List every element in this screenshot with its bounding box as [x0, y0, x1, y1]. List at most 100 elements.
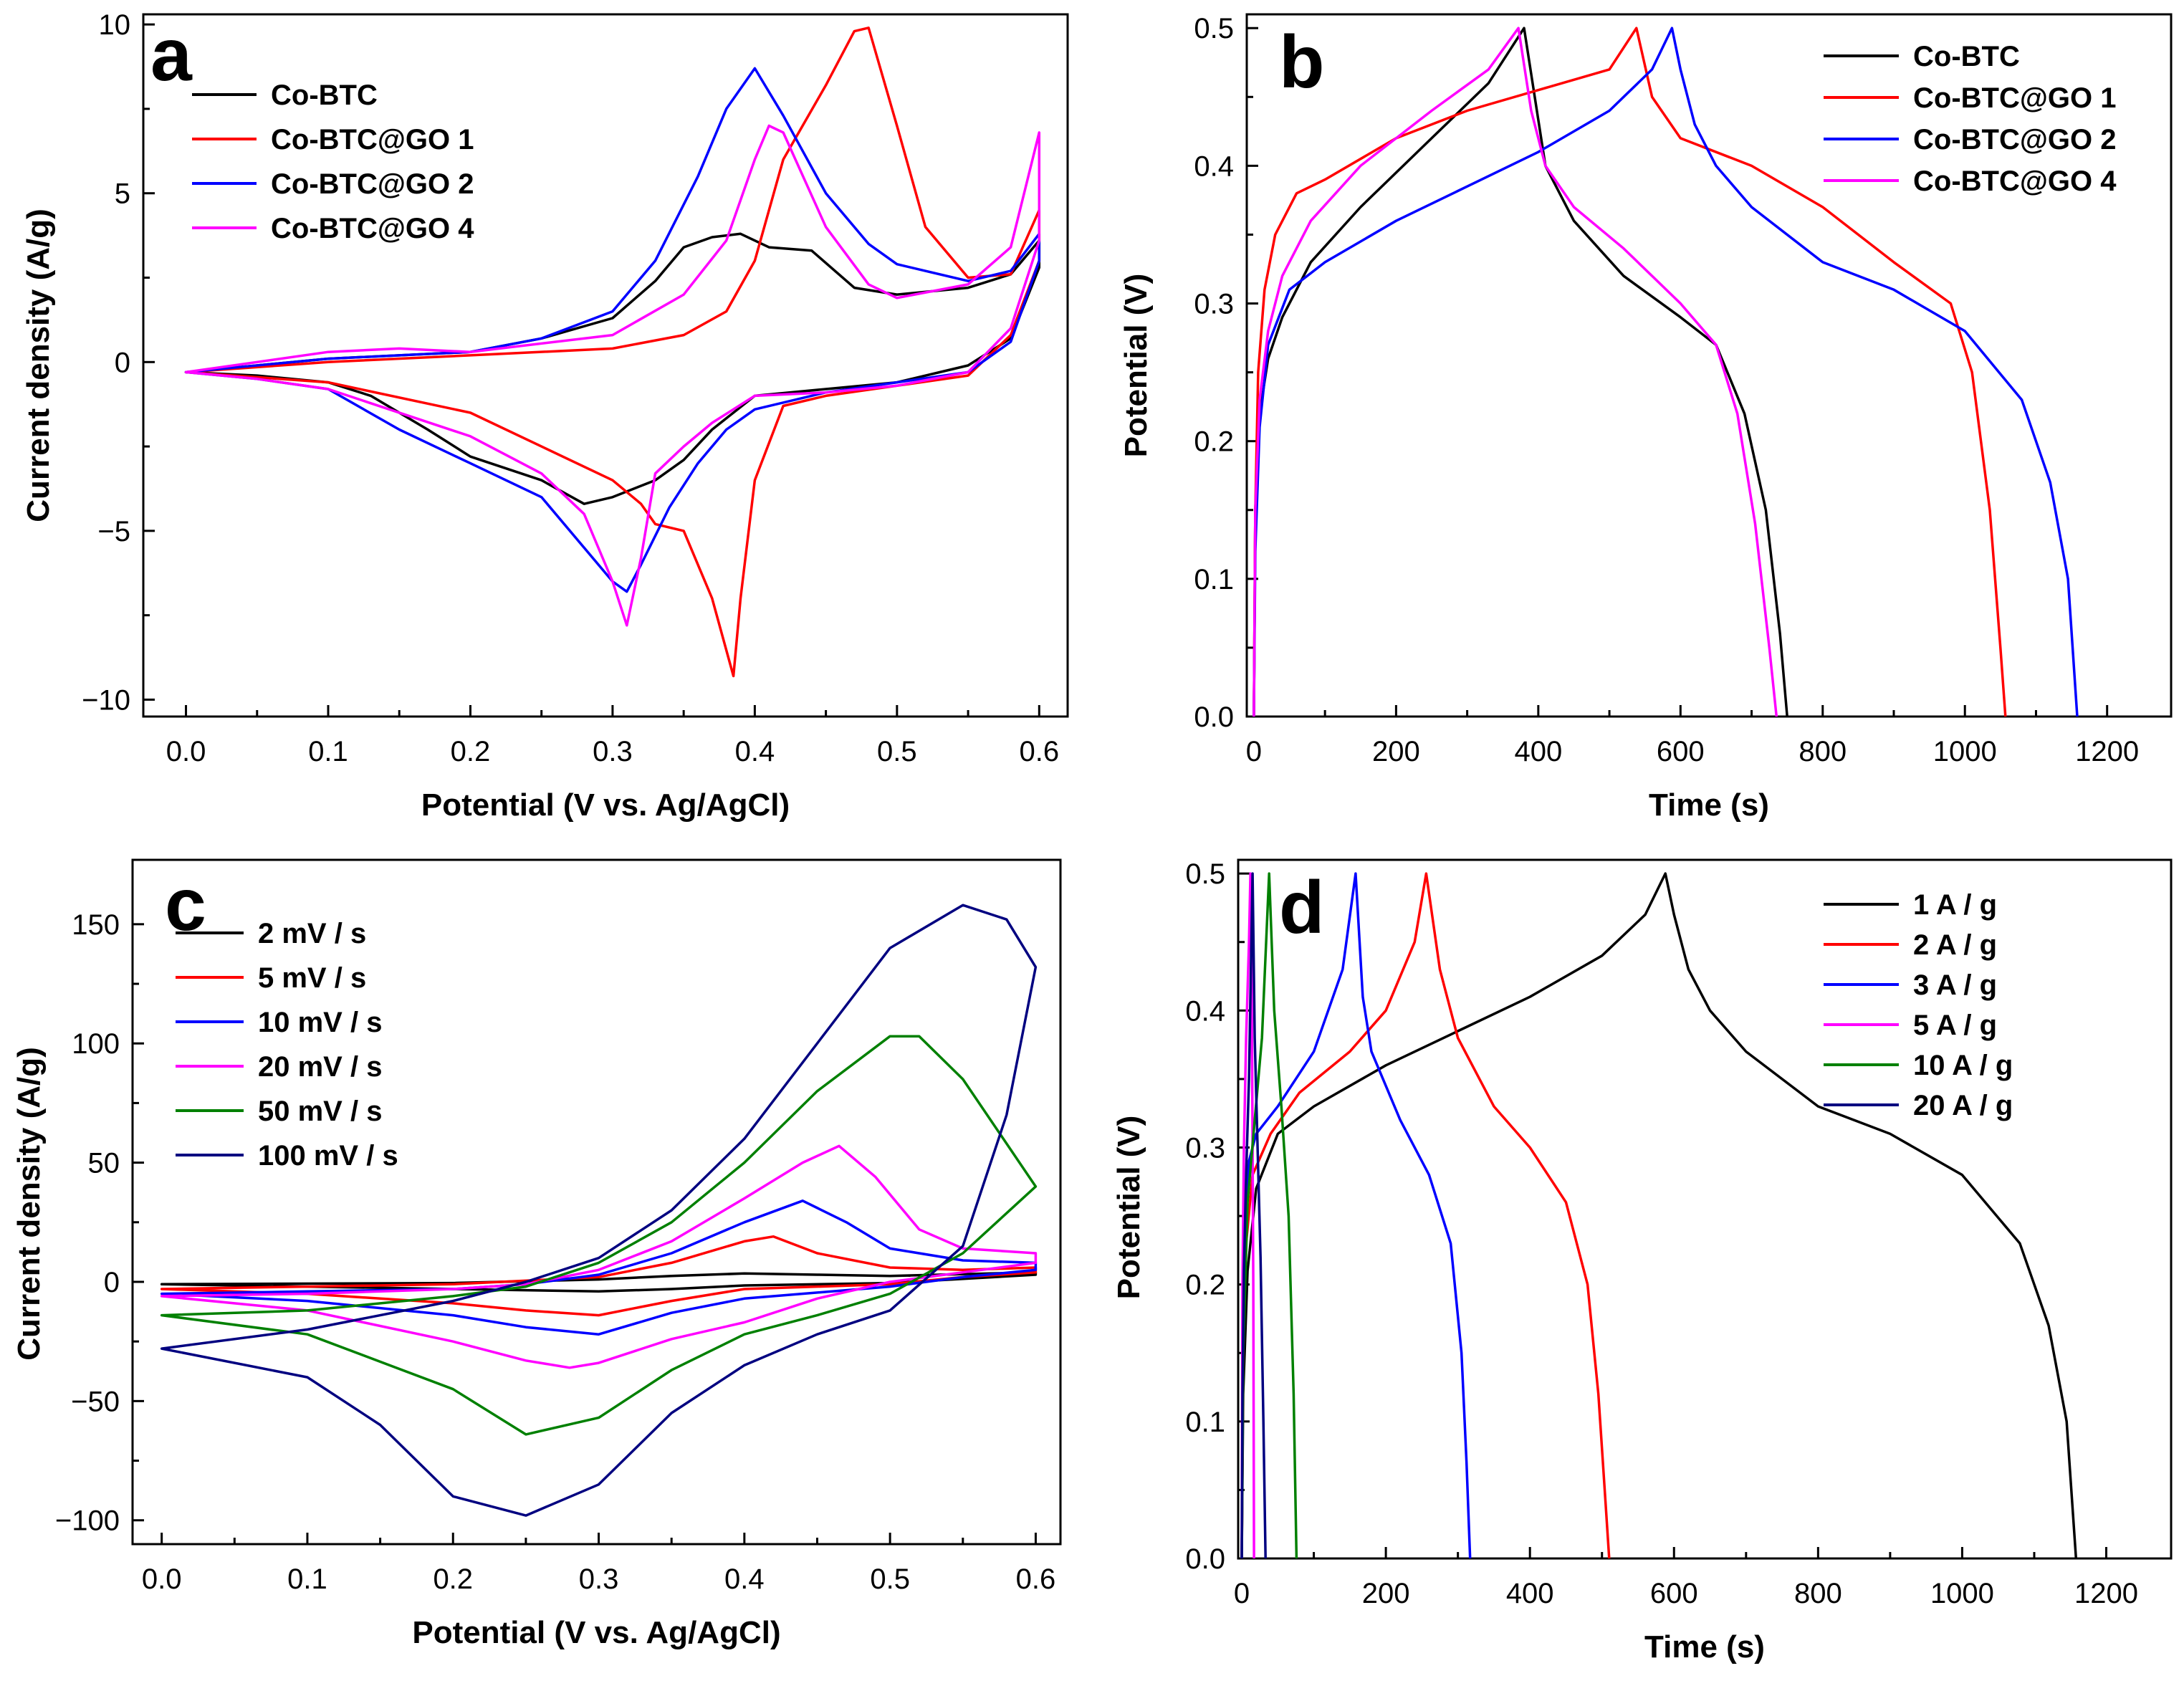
y-tick-label: 100 — [72, 1028, 120, 1060]
x-tick-label: 600 — [1650, 1578, 1698, 1609]
series-line-5 — [1240, 872, 1298, 1558]
x-tick-label: 0.0 — [142, 1563, 182, 1595]
plot-frame — [1237, 858, 2173, 1560]
x-tick-label: 800 — [1799, 736, 1847, 767]
legend-label: Co-BTC@GO 2 — [1913, 124, 2116, 155]
y-axis-label: Current density (A/g) — [21, 209, 56, 522]
x-tick-label: 400 — [1514, 736, 1562, 767]
x-tick-label: 400 — [1506, 1578, 1554, 1609]
legend-label: Co-BTC@GO 4 — [271, 213, 474, 244]
x-tick-label: 0.5 — [877, 736, 917, 767]
series-line-3 — [184, 67, 1041, 593]
x-axis-label: Potential (V vs. Ag/AgCl) — [421, 787, 790, 823]
series-line-1 — [1240, 872, 2078, 1558]
x-tick-label: 0.3 — [593, 736, 633, 767]
legend-label: 5 A / g — [1913, 1010, 1997, 1041]
x-tick-label: 600 — [1657, 736, 1705, 767]
legend-label: 100 mV / s — [258, 1140, 398, 1172]
legend-label: Co-BTC — [1913, 41, 2020, 72]
y-tick-label: 0 — [104, 1267, 120, 1298]
x-tick-label: 0.4 — [735, 736, 775, 767]
x-tick-label: 0.6 — [1020, 736, 1060, 767]
legend-label: 2 A / g — [1913, 929, 1997, 961]
x-tick-label: 1000 — [1933, 736, 1997, 767]
x-tick-label: 800 — [1794, 1578, 1842, 1609]
panel-d: 0 200 400 600 800 1000 1200 0.0 0.1 0.2 0.3 0.4 0.5 T… — [1111, 858, 2173, 1665]
y-tick-label: 0.2 — [1194, 426, 1234, 458]
legend-label: 20 A / g — [1913, 1090, 2013, 1121]
panel-label: d — [1279, 866, 1325, 949]
legend-label: 20 mV / s — [258, 1051, 382, 1083]
series-line-4 — [184, 124, 1041, 627]
series-line-3 — [160, 1199, 1038, 1336]
legend-label: 10 A / g — [1913, 1050, 2013, 1081]
legend-label: Co-BTC@GO 1 — [1913, 82, 2116, 114]
panel-label: b — [1279, 21, 1325, 104]
series-line-4 — [1240, 872, 1255, 1558]
y-tick-label: 0.4 — [1185, 995, 1225, 1027]
x-tick-label: 0.4 — [724, 1563, 765, 1595]
y-tick-label: −10 — [82, 684, 130, 716]
x-tick-label: 1200 — [2075, 736, 2139, 767]
x-tick-label: 0.1 — [287, 1563, 327, 1595]
series-line-4 — [1253, 27, 1778, 717]
y-tick-label: 0.1 — [1185, 1407, 1225, 1438]
x-tick-label: 0 — [1234, 1578, 1250, 1609]
series-line-2 — [1253, 27, 2007, 717]
x-axis-label: Time (s) — [1644, 1629, 1765, 1665]
panel-label: a — [150, 14, 193, 97]
x-tick-label: 0.3 — [579, 1563, 619, 1595]
series-line-3 — [1240, 872, 1472, 1558]
x-tick-label: 0.2 — [433, 1563, 473, 1595]
panel-a: 0.0 0.1 0.2 0.3 0.4 0.5 0.6 −10 −5 0 5 10 Potential … — [21, 9, 1069, 823]
series-line-6 — [160, 904, 1038, 1517]
panel-c: 0.0 0.1 0.2 0.3 0.4 0.5 0.6 −100 −50 0 50 100 150 Pot… — [11, 858, 1062, 1650]
y-tick-label: 0.3 — [1194, 289, 1234, 320]
x-tick-label: 200 — [1362, 1578, 1410, 1609]
y-tick-label: 0 — [115, 347, 130, 378]
x-tick-label: 0.2 — [451, 736, 491, 767]
x-axis-label: Time (s) — [1649, 787, 1769, 823]
x-tick-label: 0.6 — [1016, 1563, 1056, 1595]
legend-label: 5 mV / s — [258, 962, 366, 994]
legend-label: 3 A / g — [1913, 969, 1997, 1001]
x-tick-label: 0.0 — [166, 736, 206, 767]
y-tick-label: 0.4 — [1194, 150, 1234, 182]
y-tick-label: 0.5 — [1194, 13, 1234, 44]
legend-label: Co-BTC — [271, 80, 378, 111]
y-tick-label: 0.3 — [1185, 1132, 1225, 1164]
y-axis-label: Potential (V) — [1119, 274, 1154, 458]
y-tick-label: 0.2 — [1185, 1270, 1225, 1301]
plot-frame — [142, 13, 1069, 718]
x-axis-label: Potential (V vs. Ag/AgCl) — [412, 1615, 780, 1650]
y-tick-label: −50 — [71, 1386, 120, 1417]
y-tick-label: 5 — [115, 178, 130, 210]
y-tick-label: 50 — [88, 1148, 120, 1179]
panel-b: 0 200 400 600 800 1000 1200 0.0 0.1 0.2 0.3 0.4 0.5 T… — [1119, 13, 2173, 823]
series-line-5 — [160, 1035, 1038, 1436]
legend-label: 50 mV / s — [258, 1096, 382, 1127]
y-tick-label: −5 — [97, 516, 130, 547]
y-axis-label: Potential (V) — [1111, 1116, 1146, 1300]
x-tick-label: 1200 — [2074, 1578, 2138, 1609]
x-tick-label: 0.1 — [308, 736, 348, 767]
plot-frame — [131, 858, 1062, 1546]
y-axis-label: Current density (A/g) — [11, 1047, 47, 1361]
legend-label: Co-BTC@GO 2 — [271, 168, 474, 200]
legend-label: Co-BTC@GO 1 — [271, 124, 474, 155]
y-tick-label: 0.0 — [1194, 701, 1234, 733]
x-tick-label: 200 — [1372, 736, 1420, 767]
y-tick-label: 0.1 — [1194, 564, 1234, 595]
legend-label: 2 mV / s — [258, 918, 366, 949]
series-line-3 — [1253, 27, 2079, 717]
y-tick-label: 150 — [72, 909, 120, 941]
panel-label: c — [165, 863, 206, 947]
series-line-6 — [1240, 872, 1267, 1558]
x-tick-label: 1000 — [1930, 1578, 1994, 1609]
legend-label: 1 A / g — [1913, 889, 1997, 921]
series-line-4 — [160, 1144, 1038, 1369]
series-line-1 — [1253, 27, 1788, 717]
x-tick-label: 0 — [1246, 736, 1262, 767]
y-tick-label: −100 — [55, 1505, 120, 1537]
